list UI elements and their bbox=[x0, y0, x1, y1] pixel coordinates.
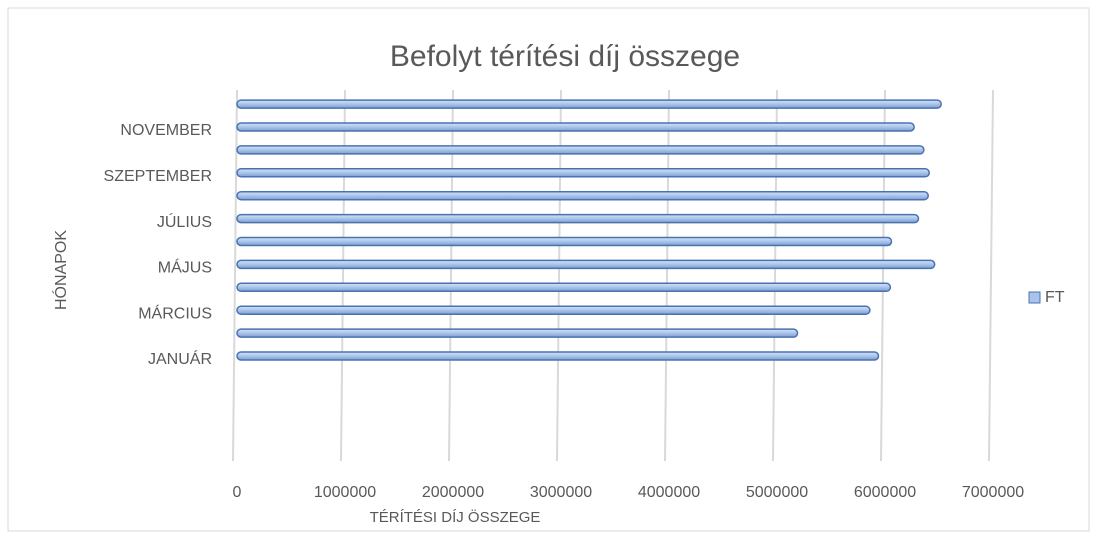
chart-title: Befolyt térítési díj összege bbox=[390, 40, 740, 73]
x-tick-label: 6000000 bbox=[854, 484, 916, 501]
y-tick-label: JANUÁR bbox=[148, 349, 212, 368]
x-axis-title: TÉRÍTÉSI DÍJ ÖSSZEGE bbox=[370, 508, 541, 526]
bar bbox=[236, 259, 936, 270]
bar bbox=[236, 122, 915, 132]
y-axis-title: HÓNAPOK bbox=[51, 230, 70, 310]
y-tick-label: MÁJUS bbox=[158, 258, 212, 277]
y-tick-label: NOVEMBER bbox=[120, 122, 212, 139]
bar bbox=[236, 282, 892, 293]
grid-line bbox=[988, 89, 994, 462]
bar bbox=[236, 99, 942, 109]
grid-line bbox=[232, 89, 238, 462]
bar bbox=[236, 168, 931, 178]
x-tick-label: 3000000 bbox=[530, 484, 592, 501]
bar bbox=[236, 351, 880, 361]
y-tick-label: SZEPTEMBER bbox=[104, 168, 212, 185]
chart-frame bbox=[7, 7, 1090, 532]
legend-label: FT bbox=[1045, 289, 1065, 306]
bar bbox=[236, 190, 929, 201]
x-tick-label: 5000000 bbox=[746, 484, 808, 501]
y-tick-label: MÁRCIUS bbox=[138, 303, 212, 322]
x-tick-label: 4000000 bbox=[638, 484, 700, 501]
x-tick-label: 1000000 bbox=[314, 484, 376, 501]
bar bbox=[236, 305, 871, 315]
legend-swatch bbox=[1028, 291, 1041, 304]
x-tick-label: 0 bbox=[233, 484, 242, 501]
bar bbox=[236, 328, 799, 338]
bar bbox=[236, 145, 925, 155]
y-tick-label: JÚLIUS bbox=[157, 212, 212, 231]
x-tick-label: 7000000 bbox=[962, 484, 1024, 501]
x-tick-label: 2000000 bbox=[422, 484, 484, 501]
bar bbox=[236, 213, 920, 224]
bar bbox=[236, 236, 893, 247]
